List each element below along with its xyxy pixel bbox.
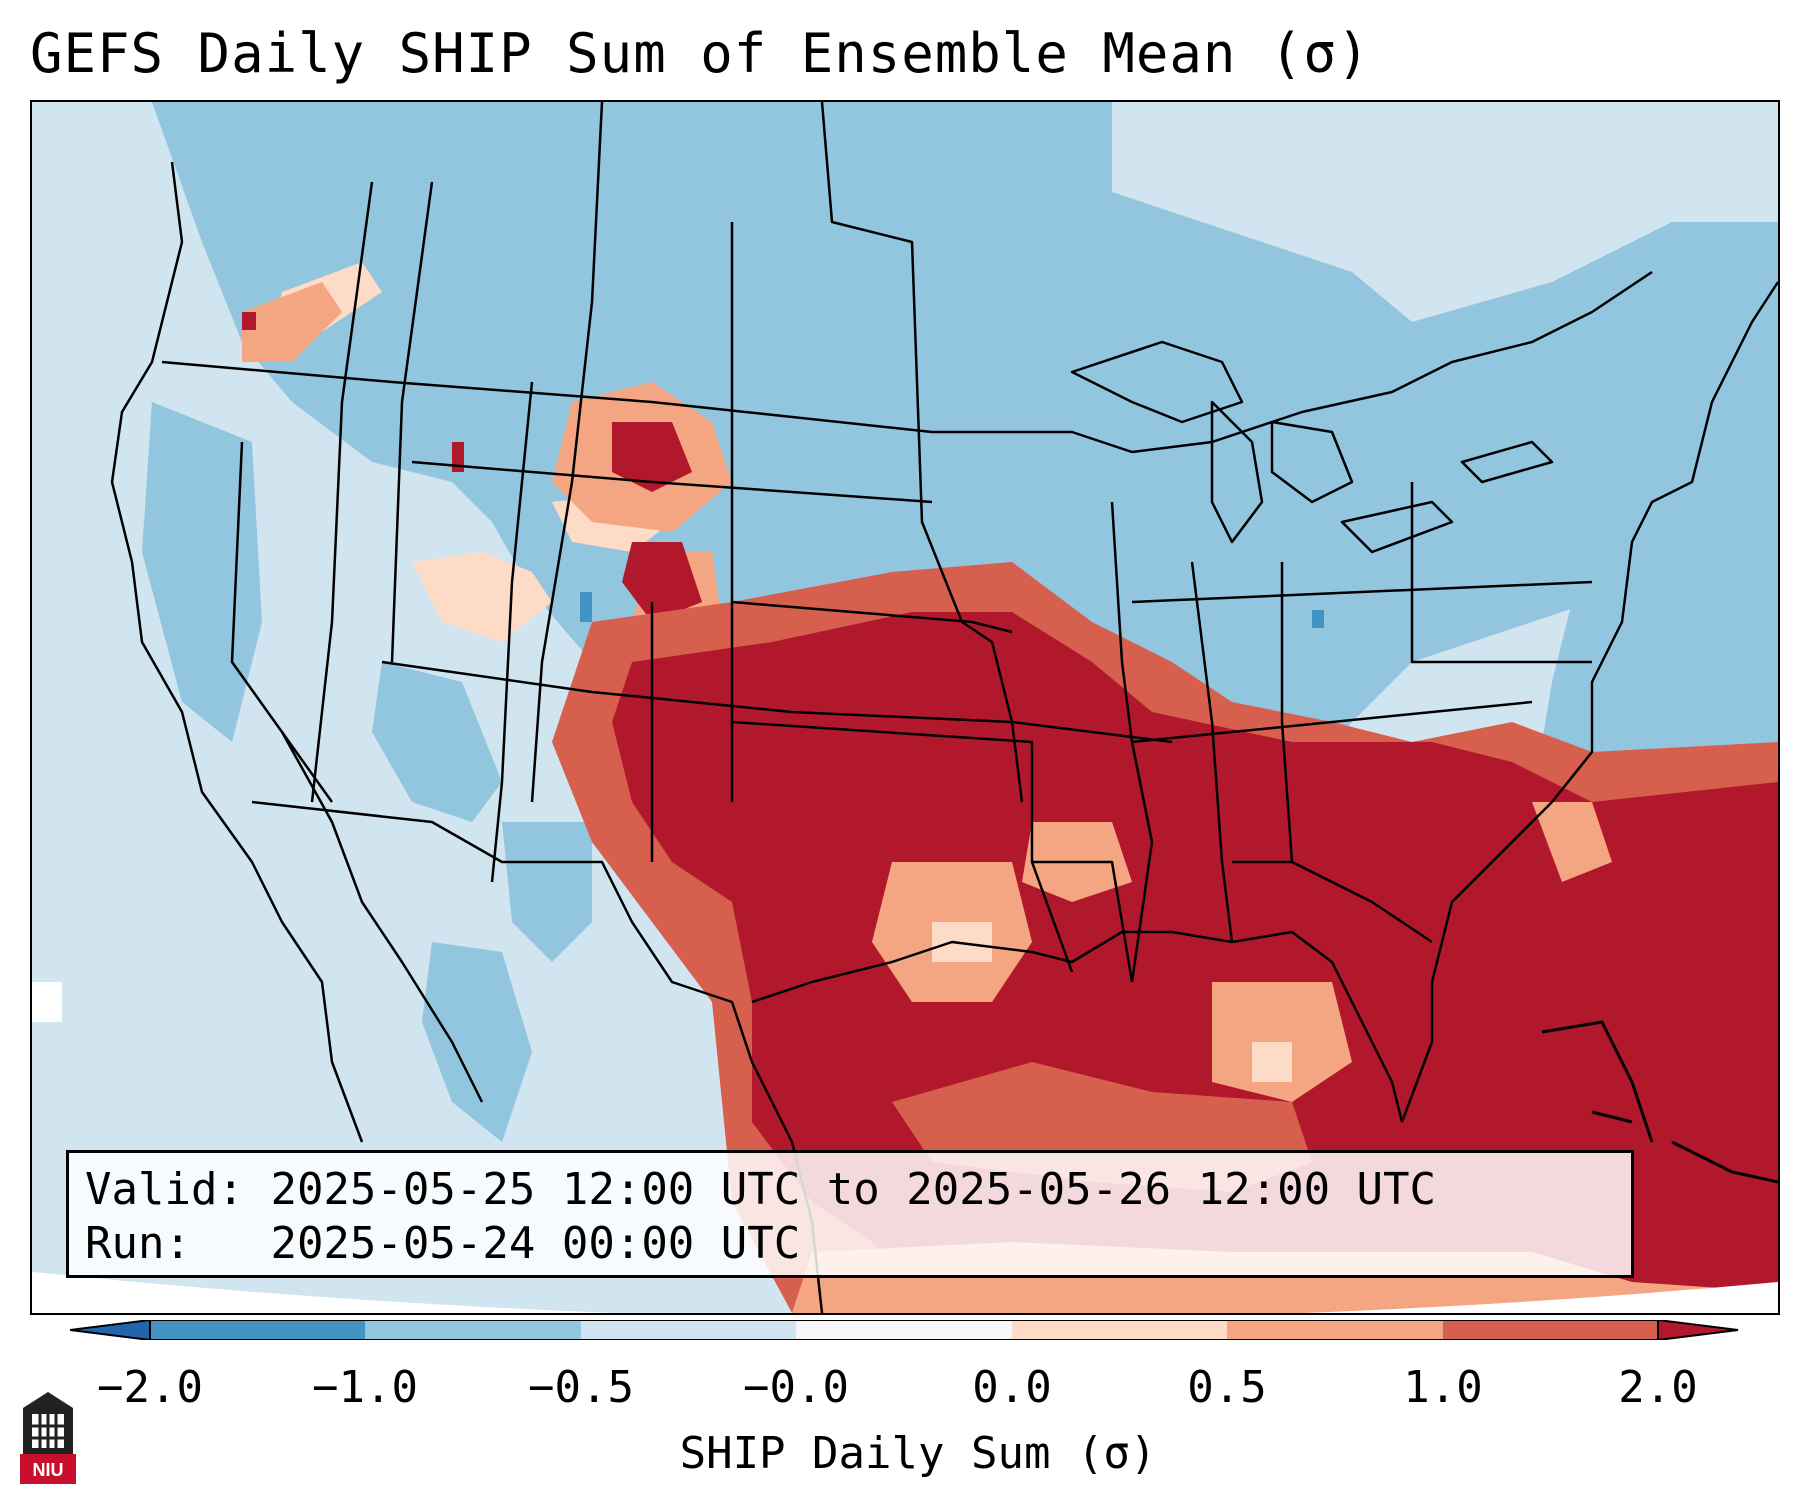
run-label: Run: (85, 1218, 191, 1269)
valid-label: Valid: (85, 1164, 244, 1215)
map-title: GEFS Daily SHIP Sum of Ensemble Mean (σ) (30, 22, 1371, 85)
logo-text: NIU (32, 1460, 64, 1480)
niu-logo: NIU (18, 1388, 78, 1488)
university-tower-icon (20, 1392, 76, 1484)
map-panel (30, 100, 1780, 1315)
colorbar-bin-5 (1012, 1320, 1227, 1340)
field-positive-weak-inland (932, 922, 1292, 1082)
colorbar-tick: 2.0 (1618, 1362, 1698, 1413)
colorbar-tick: 0.5 (1187, 1362, 1267, 1413)
map-boundaries (110, 102, 1778, 1313)
valid-run-info-box: Valid: 2025-05-25 12:00 UTC to 2025-05-2… (66, 1150, 1634, 1278)
run-value: 2025-05-24 00:00 UTC (270, 1218, 801, 1269)
caribbean-islands (1541, 1020, 1778, 1184)
colorbar-tick: −2.0 (97, 1362, 203, 1413)
field-positive-strong-north (242, 312, 702, 622)
colorbar-tick: 1.0 (1403, 1362, 1483, 1413)
colorbar-extend-high (1657, 1320, 1739, 1340)
colorbar-bin-3 (581, 1320, 796, 1340)
colorbar-bin-2 (365, 1320, 581, 1340)
colorbar-bin-6 (1227, 1320, 1443, 1340)
domain-edge (32, 1272, 1778, 1313)
colorbar-tick: −1.0 (312, 1362, 418, 1413)
colorbar (70, 1320, 1739, 1340)
colorbar-tick: −0.5 (528, 1362, 634, 1413)
colorbar-bin-7 (1443, 1320, 1658, 1340)
colorbar-bin-4 (796, 1320, 1012, 1340)
colorbar-bin-1 (150, 1320, 365, 1340)
map-canvas (32, 102, 1778, 1313)
colorbar-tick: −0.0 (743, 1362, 849, 1413)
field-positive-strong-south (612, 612, 1778, 1313)
missing-cell (32, 982, 62, 1022)
colorbar-tick: 0.0 (972, 1362, 1052, 1413)
colorbar-label: SHIP Daily Sum (σ) (679, 1428, 1157, 1479)
colorbar-extend-low (70, 1320, 151, 1340)
valid-value: 2025-05-25 12:00 UTC to 2025-05-26 12:00… (270, 1164, 1437, 1215)
